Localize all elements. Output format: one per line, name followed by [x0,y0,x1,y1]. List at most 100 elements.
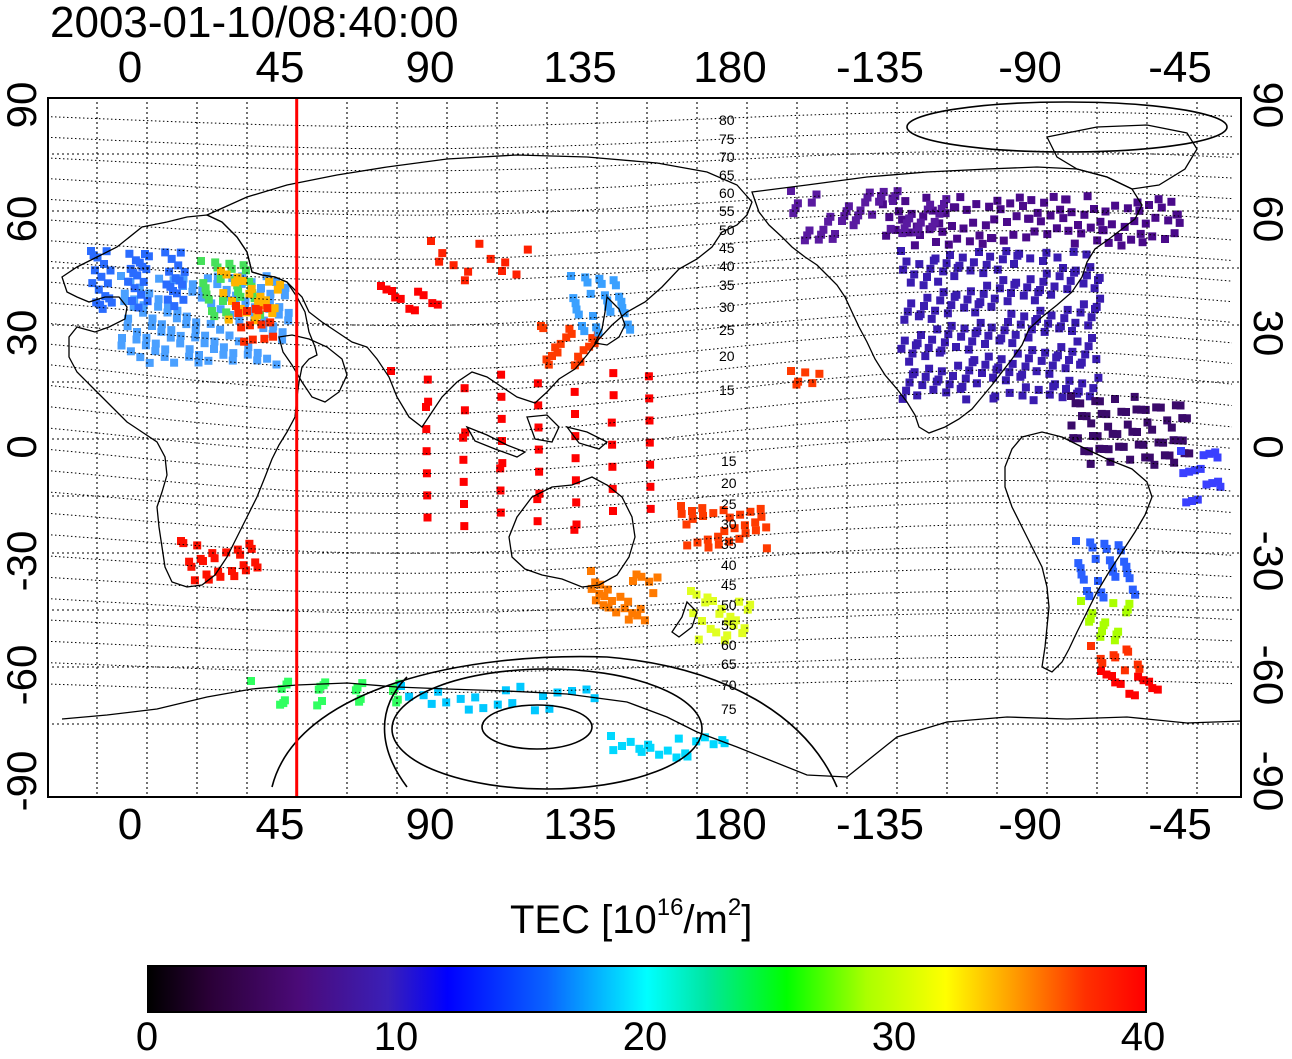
tec-data-cell [692,737,701,746]
tec-data-cell [746,507,755,516]
tec-data-cell [965,366,974,375]
tec-data-cell [600,291,609,300]
contour-label: 15 [719,382,735,398]
contour-label: 20 [719,348,735,364]
magnetic-contour [47,568,1233,594]
tec-data-cell [135,283,144,292]
tec-data-cell [1125,689,1134,698]
right-lat-label: 90 [1245,81,1292,129]
tec-data-cell [645,577,654,586]
tec-data-cell [1080,210,1089,219]
tec-data-cell [170,302,179,311]
tec-data-cell [626,325,635,334]
tec-data-cell [1120,557,1129,566]
tec-data-cell [1133,660,1142,669]
colorbar-tick: 40 [1120,1015,1166,1059]
tec-data-cell [1042,248,1051,257]
tec-data-cell [984,331,993,340]
tec-data-cell [1036,286,1044,294]
tec-data-cell [1097,409,1106,418]
tec-data-cell [1098,226,1107,235]
timestamp-title: 2003-01-10/08:40:00 [50,0,459,47]
tec-data-cell [935,219,944,228]
tec-data-cell [1057,343,1066,352]
tec-data-cell [1086,538,1095,547]
tec-data-cell [970,356,979,365]
contour-label: 70 [719,149,735,165]
tec-data-cell [1082,250,1091,259]
tec-data-cell [608,597,616,605]
tec-data-cell [273,285,282,294]
tec-data-cell [151,347,160,356]
tec-data-cell [979,269,988,278]
tec-data-cell [1127,235,1136,244]
tec-data-cell [1050,282,1059,291]
magnetic-contour [47,391,1233,435]
tec-data-cell [1062,385,1070,393]
tec-data-cell [1086,263,1095,272]
tec-data-cell [571,454,580,463]
tec-data-cell [1179,469,1188,478]
tec-data-cell [1066,276,1075,285]
tec-data-cell [726,612,735,621]
tec-data-cell [719,506,728,515]
tec-data-cell [391,293,400,302]
tec-data-cell [222,548,231,557]
tec-data-cell [422,447,431,456]
tec-data-cell [144,252,153,261]
tec-data-cell [210,554,219,563]
tec-data-cell [933,325,942,334]
tec-data-cell [1133,198,1142,207]
tec-data-cell [245,539,254,548]
magnetic-contour [47,190,1233,216]
tec-data-cell [1138,238,1147,247]
tec-data-cell [840,212,849,221]
tec-data-cell [838,217,846,225]
magnetic-contour [47,678,1233,694]
tec-data-cell [174,261,183,270]
tec-data-cell [358,679,367,688]
tec-data-cell [1033,208,1042,217]
tec-data-cell [545,704,554,713]
tec-data-cell [789,209,798,218]
tec-data-cell [1089,384,1098,393]
tec-data-cell [987,323,996,332]
tec-data-cell [793,199,802,208]
tec-data-cell [1097,667,1105,675]
tec-data-cell [1119,442,1128,451]
tec-data-cell [1081,350,1090,359]
tec-data-cell [709,740,718,749]
tec-data-patches [87,187,1225,762]
tec-data-cell [387,367,395,375]
tec-data-cell [516,682,525,691]
tec-data-cell [984,352,993,361]
tec-data-cell [1039,277,1048,286]
left-lat-label: 0 [0,435,45,459]
tec-data-cell [498,267,506,275]
tec-data-cell [247,677,255,685]
colorbar-tick: 30 [871,1015,917,1059]
tec-data-cell [244,343,253,352]
tec-data-cell [222,308,231,317]
tec-data-cell [587,584,596,593]
tec-data-cell [232,291,241,300]
tec-data-cell [595,589,604,598]
tec-data-cell [464,705,473,714]
tec-data-cell [1123,569,1132,578]
tec-data-cell [569,294,578,303]
magnetic-contour [47,480,1233,514]
tec-data-cell [237,323,246,332]
tec-data-cell [819,225,828,234]
tec-data-cell [1061,195,1070,204]
tec-data-cell [1164,216,1173,225]
tec-data-cell [709,509,718,518]
tec-data-cell [460,276,469,285]
tec-data-cell [145,358,154,367]
tec-data-cell [479,704,488,713]
tec-data-cell [1015,193,1024,202]
tec-colorbar [147,965,1147,1013]
tec-data-cell [703,535,712,544]
tec-data-cell [592,323,601,332]
tec-data-cell [1085,592,1094,601]
tec-data-cell [1055,272,1064,281]
